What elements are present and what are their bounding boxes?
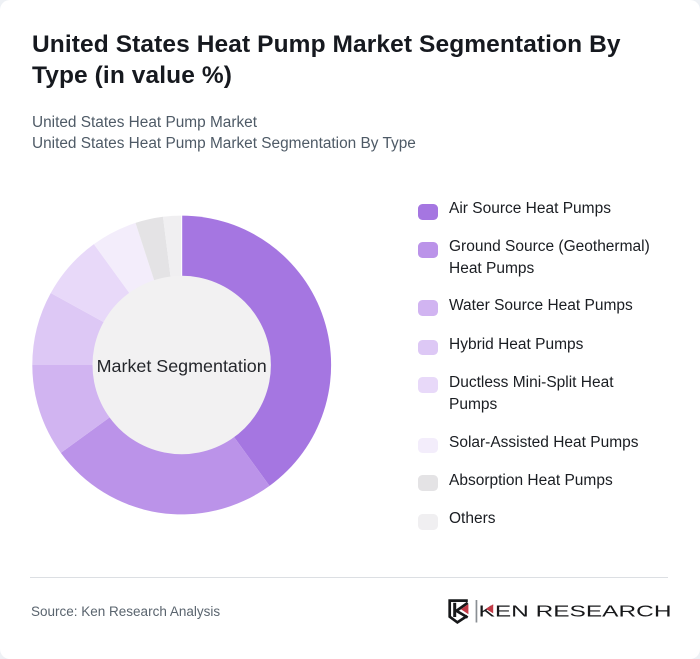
svg-text:KEN RESEARCH: KEN RESEARCH [479,604,672,621]
